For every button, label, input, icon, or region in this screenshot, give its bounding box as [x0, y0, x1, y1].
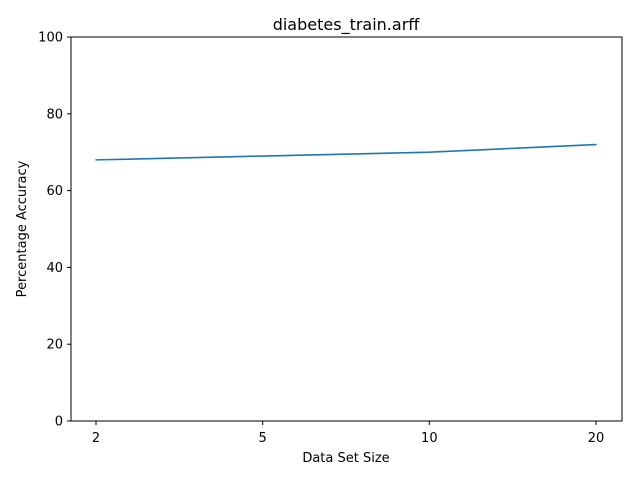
y-tick-label: 60: [46, 184, 63, 199]
series-group: [95, 143, 597, 161]
y-tick-label: 80: [46, 107, 63, 122]
x-axis-ticks: 2 5 10 20: [92, 421, 604, 446]
x-tick-label: 2: [92, 431, 100, 446]
x-axis-label: Data Set Size: [302, 451, 389, 466]
y-axis-ticks: 0 20 40 60 80 100: [38, 31, 71, 430]
chart-title: diabetes_train.arff: [273, 15, 421, 35]
y-tick-label: 0: [55, 415, 63, 430]
x-tick-label: 20: [588, 431, 605, 446]
plot-frame: [70, 36, 623, 422]
x-tick-label: 5: [259, 431, 267, 446]
y-tick-label: 40: [46, 261, 63, 276]
x-tick-label: 10: [421, 431, 438, 446]
y-axis-label: Percentage Accuracy: [15, 160, 30, 297]
series-line: [95, 143, 597, 161]
y-tick-label: 20: [46, 338, 63, 353]
y-tick-label: 100: [38, 31, 63, 46]
